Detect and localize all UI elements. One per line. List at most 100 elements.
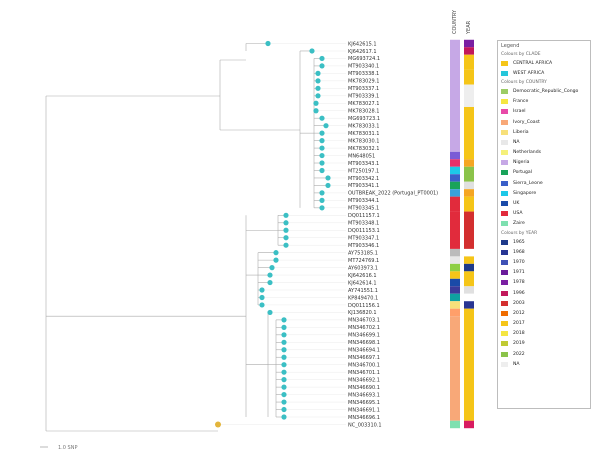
tip-node[interactable]: [313, 108, 319, 114]
tip-node[interactable]: [323, 123, 329, 129]
leaf-label: AY603973.1: [348, 265, 378, 271]
legend-item-label: Nigeria: [513, 160, 530, 166]
tip-node[interactable]: [281, 324, 287, 330]
tip-node[interactable]: [259, 287, 265, 293]
leaf-label: MN346699.1: [348, 333, 380, 339]
tip-node[interactable]: [283, 220, 289, 226]
tip-node[interactable]: [319, 145, 325, 151]
legend-item-label: Democratic_Republic_Congo: [513, 88, 579, 94]
legend-item-label: 2017: [513, 321, 525, 327]
tip-node[interactable]: [315, 93, 321, 99]
tip-node[interactable]: [281, 354, 287, 360]
leaf-label: MT903347.1: [348, 236, 379, 242]
tip-node[interactable]: [281, 406, 287, 413]
country-cell: [450, 316, 460, 421]
tip-node[interactable]: [315, 85, 321, 91]
tip-node[interactable]: [319, 190, 325, 196]
legend-item-label: 2018: [513, 331, 525, 337]
tip-node[interactable]: [325, 175, 331, 181]
legend-section-heading: Colours by COUNTRY: [501, 80, 547, 86]
tip-node[interactable]: [283, 227, 289, 233]
tip-node[interactable]: [259, 302, 265, 308]
tip-node[interactable]: [283, 242, 289, 248]
tip-node[interactable]: [269, 265, 275, 271]
leaf-label: MN346695.1: [348, 400, 380, 406]
leaf-label: MN346702.1: [348, 325, 380, 331]
leaf-label: MN346693.1: [348, 392, 380, 398]
legend-swatch: [501, 129, 508, 135]
country-cell: [450, 301, 460, 309]
tip-node[interactable]: [259, 294, 265, 301]
tip-node[interactable]: [319, 115, 325, 121]
legend-swatch: [501, 139, 508, 145]
tip-node[interactable]: [273, 257, 279, 263]
leaf-label: MT903340.1: [348, 64, 379, 70]
tip-node[interactable]: [283, 212, 289, 218]
legend-item-label: Liberia: [513, 129, 529, 135]
legend-item-label: 2022: [513, 351, 525, 357]
year-cell: [464, 39, 474, 48]
year-cell: [464, 54, 474, 70]
legend-section-heading: Colours by CLADE: [501, 52, 541, 57]
leaf-label: MK783030.1: [348, 138, 379, 144]
legend-item-label: Sierra_Leone: [513, 180, 543, 186]
country-cell: [450, 159, 460, 167]
legend-swatch: [501, 321, 508, 327]
legend-item: 1996: [501, 288, 587, 298]
leaf-label: MN346697.1: [348, 355, 380, 361]
tip-node[interactable]: [319, 138, 325, 144]
legend-swatch: [501, 249, 508, 255]
leaf-label: OUTBREAK_2022 (Portugal_PT0001): [348, 191, 438, 197]
tip-node[interactable]: [313, 100, 319, 106]
tip-node[interactable]: [319, 205, 325, 211]
leaf-label: MT903337.1: [348, 86, 379, 92]
tip-node[interactable]: [319, 197, 325, 203]
tip-node[interactable]: [281, 317, 287, 323]
legend-swatch: [501, 331, 508, 337]
leaf-label: MN346703.1: [348, 318, 380, 324]
tip-node[interactable]: [281, 347, 287, 353]
tip-node[interactable]: [273, 250, 279, 256]
tip-node[interactable]: [325, 182, 331, 189]
year-cell: [464, 84, 474, 107]
legend-swatch: [501, 180, 508, 186]
tip-node[interactable]: [281, 377, 287, 383]
country-cell: [450, 196, 460, 212]
tip-node[interactable]: [281, 369, 287, 375]
leaf-label: MT903338.1: [348, 71, 379, 77]
legend-swatch: [501, 341, 508, 347]
legend-item: 2019: [501, 339, 587, 349]
tip-node[interactable]: [309, 48, 315, 54]
tip-node[interactable]: [281, 399, 287, 405]
legend-swatch: [501, 300, 508, 306]
tip-node[interactable]: [265, 40, 271, 47]
tip-node[interactable]: [319, 167, 325, 174]
legend-swatch: [501, 290, 508, 296]
tip-node[interactable]: [281, 384, 287, 390]
year-cell: [464, 293, 474, 302]
legend-item-label: WEST AFRICA: [513, 70, 545, 76]
legend-swatch: [501, 88, 508, 94]
tip-node[interactable]: [267, 272, 273, 278]
tip-node[interactable]: [281, 414, 287, 420]
tip-node[interactable]: [319, 55, 325, 62]
legend-swatch: [501, 221, 508, 227]
country-cell: [450, 278, 460, 287]
tip-node[interactable]: [281, 332, 287, 338]
root-node[interactable]: [215, 421, 221, 428]
tip-node[interactable]: [267, 309, 273, 316]
tip-node[interactable]: [319, 152, 325, 159]
tip-node[interactable]: [315, 78, 321, 84]
legend-item-label: Zaire: [513, 221, 525, 227]
leaf-label: MN346698.1: [348, 340, 380, 346]
tip-node[interactable]: [283, 235, 289, 241]
tip-node[interactable]: [281, 391, 287, 398]
tip-node[interactable]: [281, 362, 287, 368]
tip-node[interactable]: [267, 279, 273, 286]
tip-node[interactable]: [319, 130, 325, 136]
tip-node[interactable]: [319, 160, 325, 166]
tip-node[interactable]: [319, 63, 325, 69]
legend-item-label: NA: [513, 361, 520, 367]
tip-node[interactable]: [315, 70, 321, 76]
tip-node[interactable]: [281, 339, 287, 345]
